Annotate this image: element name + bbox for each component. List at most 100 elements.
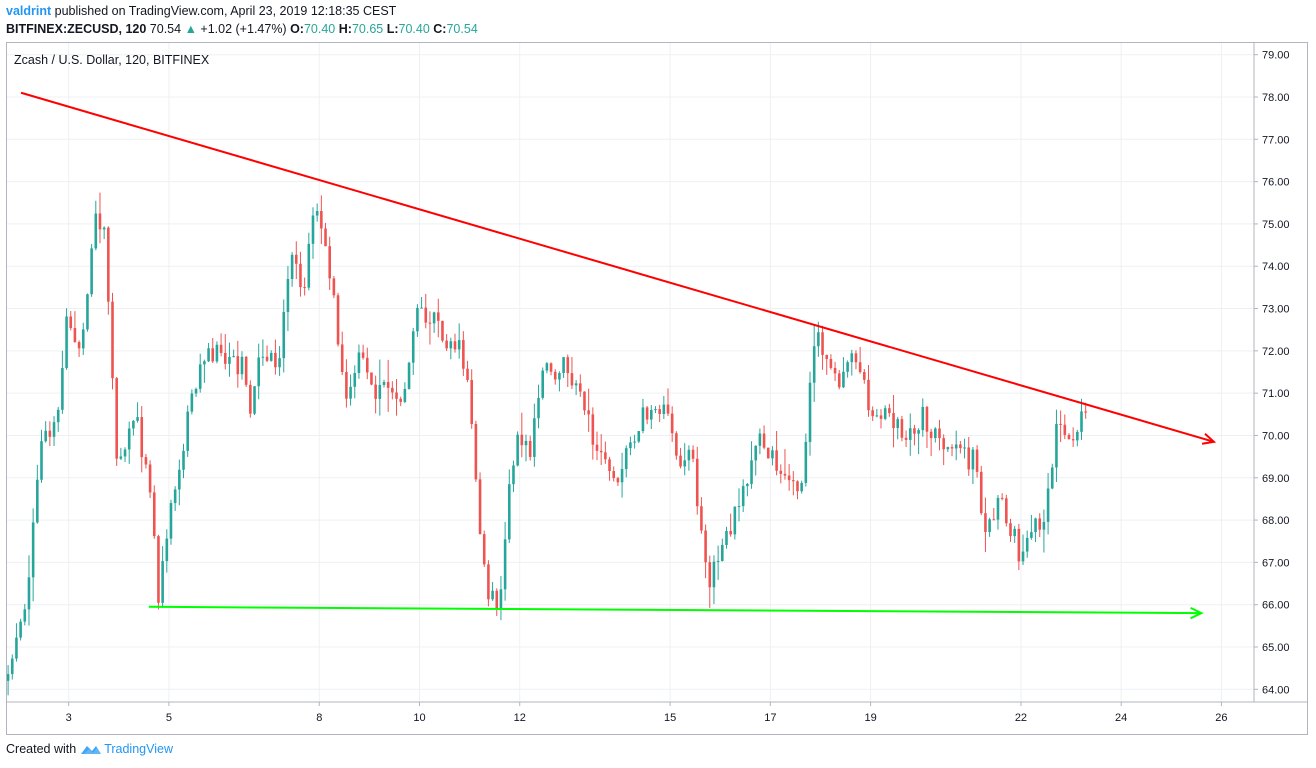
candle-body — [119, 456, 123, 459]
candle-body — [1034, 518, 1037, 533]
candle-body — [796, 481, 799, 492]
candle-body — [608, 459, 611, 472]
candle-body — [353, 373, 357, 387]
candle-body — [127, 428, 131, 450]
candle-body — [161, 561, 164, 603]
close-value: 70.54 — [446, 22, 478, 36]
candle-body — [766, 447, 770, 459]
candle-body — [637, 431, 641, 442]
y-tick-label: 67.00 — [1262, 557, 1290, 569]
candle-body — [495, 590, 499, 609]
y-tick-label: 71.00 — [1262, 388, 1290, 400]
candle-body — [929, 431, 933, 439]
candle-body — [1021, 551, 1025, 562]
candle-body — [23, 609, 27, 622]
candle-body — [708, 562, 712, 588]
candle-body — [700, 506, 703, 531]
candle-body — [562, 357, 565, 374]
candle-body — [624, 448, 628, 470]
candle-body — [850, 353, 854, 363]
tradingview-link[interactable]: TradingView — [104, 742, 173, 756]
candle-body — [595, 444, 599, 451]
candle-body — [165, 538, 169, 562]
candle-body — [10, 658, 14, 675]
candle-body — [115, 378, 118, 459]
candle-body — [198, 364, 202, 389]
candle-body — [357, 352, 361, 374]
candle-body — [324, 228, 327, 247]
candle-body — [979, 471, 983, 514]
candle-body — [1080, 411, 1083, 432]
candle-body — [265, 356, 269, 361]
horizontal-support-arrow — [1190, 606, 1204, 620]
candle-body — [950, 447, 954, 449]
candle-body — [1076, 431, 1079, 441]
candle-body — [900, 419, 904, 438]
chart-title: Zcash / U.S. Dollar, 120, BITFINEX — [14, 53, 210, 67]
candle-body — [328, 246, 331, 279]
high-value: 70.65 — [351, 22, 384, 36]
candle-body — [975, 449, 979, 472]
candle-body — [320, 211, 323, 229]
candle-body — [144, 457, 148, 465]
publish-text: published on TradingView.com, April 23, … — [51, 4, 397, 18]
candle-body — [658, 409, 661, 414]
candle-body — [716, 560, 720, 562]
candle-body — [478, 479, 482, 535]
x-tick-label: 19 — [864, 712, 876, 724]
candle-body — [261, 356, 265, 358]
candle-body — [992, 519, 996, 521]
x-tick-label: 8 — [316, 712, 322, 724]
candle-body — [228, 356, 231, 364]
x-tick-label: 17 — [764, 712, 776, 724]
high-label: H: — [338, 22, 352, 36]
candle-body — [56, 409, 60, 423]
y-tick-label: 74.00 — [1262, 261, 1290, 273]
candle-body — [449, 341, 453, 349]
candle-body — [650, 409, 653, 420]
candle-body — [645, 407, 649, 420]
grid-lines — [6, 42, 1254, 702]
candle-body — [278, 358, 281, 368]
candle-body — [925, 406, 929, 432]
candle-body — [812, 346, 816, 383]
y-tick-label: 79.00 — [1262, 50, 1290, 62]
candle-body — [1042, 521, 1046, 530]
candle-body — [863, 372, 866, 380]
candle-body — [896, 419, 900, 429]
candle-body — [211, 348, 215, 362]
x-tick-label: 22 — [1015, 712, 1027, 724]
price-change: +1.02 (+1.47%) — [200, 22, 287, 36]
candle-body — [754, 445, 758, 461]
candle-body — [499, 589, 503, 609]
candle-body — [679, 455, 682, 467]
y-tick-label: 75.00 — [1262, 219, 1290, 231]
candle-body — [1025, 537, 1029, 552]
candle-body — [570, 373, 574, 386]
candle-body — [725, 530, 728, 545]
created-with-text: Created with — [6, 742, 77, 756]
candle-body — [299, 263, 302, 288]
candle-body — [988, 519, 991, 532]
descending-resistance-line — [20, 91, 1215, 443]
author-link[interactable]: valdrint — [6, 4, 52, 18]
chart-container[interactable]: 64.00 65.00 66.00 67.00 68.00 69.00 70.00 71.00… — [6, 42, 1308, 735]
candle-body — [800, 482, 803, 492]
candle-body — [416, 307, 419, 332]
candle-body — [219, 344, 223, 353]
candle-body — [758, 433, 762, 446]
candlestick-chart[interactable]: 64.00 65.00 66.00 67.00 68.00 69.00 70.00 71.00… — [6, 42, 1308, 735]
candle-body — [946, 447, 950, 450]
y-tick-label: 68.00 — [1262, 515, 1290, 527]
candle-body — [136, 417, 139, 421]
candle-body — [249, 384, 252, 414]
candle-body — [411, 331, 415, 363]
candle-body — [1005, 498, 1008, 524]
candle-body — [520, 434, 524, 446]
candle-body — [967, 447, 971, 470]
axes: 64.00 65.00 66.00 67.00 68.00 69.00 70.00 71.00… — [6, 42, 1308, 735]
candle-body — [792, 480, 795, 482]
candle-body — [733, 506, 737, 535]
candle-body — [186, 411, 189, 451]
candle-body — [482, 534, 486, 565]
